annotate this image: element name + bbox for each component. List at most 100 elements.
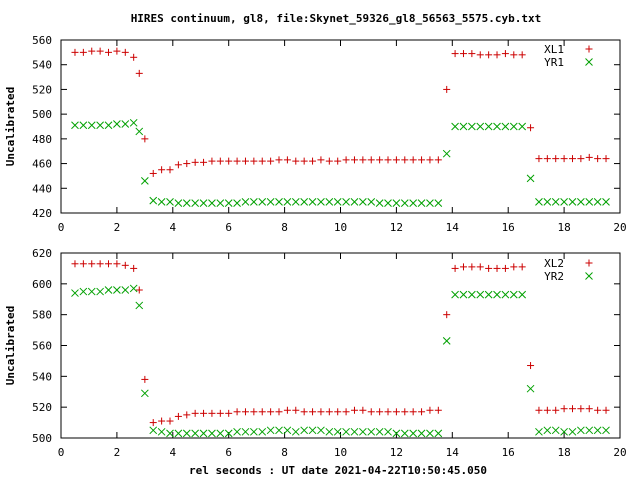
y-tick-label: 500 <box>32 432 52 445</box>
data-point-stroke <box>350 198 359 206</box>
data-point <box>442 337 451 345</box>
data-point <box>166 417 174 425</box>
data-point-stroke <box>149 196 158 205</box>
data-point-stroke <box>409 429 418 438</box>
data-point-stroke <box>560 427 568 436</box>
data-point-stroke <box>476 122 485 131</box>
data-point <box>250 198 258 206</box>
data-point-stroke <box>258 427 267 436</box>
data-point-stroke <box>602 426 610 435</box>
data-point-stroke <box>392 429 401 438</box>
data-point <box>476 290 485 299</box>
data-point-stroke <box>518 290 527 299</box>
data-point <box>552 406 560 414</box>
data-point <box>334 408 342 416</box>
data-point <box>300 408 308 416</box>
data-point <box>409 408 417 416</box>
y-tick-label: 420 <box>32 207 52 220</box>
data-point-stroke <box>191 199 200 207</box>
data-point <box>602 155 610 163</box>
data-point-stroke <box>333 198 342 206</box>
data-point <box>140 177 149 185</box>
data-point <box>121 261 129 269</box>
data-point-stroke <box>400 429 409 438</box>
data-point <box>149 169 157 177</box>
data-point-stroke <box>518 122 527 131</box>
data-point <box>468 50 476 58</box>
data-point-stroke <box>593 198 602 206</box>
y-tick-label: 440 <box>32 182 52 195</box>
data-point <box>258 157 266 165</box>
data-point-stroke <box>166 429 174 438</box>
data-point <box>325 427 334 436</box>
data-point <box>518 263 526 271</box>
data-point <box>135 127 144 136</box>
data-point <box>174 199 183 207</box>
data-point-stroke <box>182 429 191 438</box>
data-point-stroke <box>585 198 594 206</box>
data-point <box>376 156 384 164</box>
x-tick-label: 18 <box>557 446 570 459</box>
top-panel: 420 440 460 480 500 520 540 560 0 2 4 6 8 10 12 14 16 18 2… <box>4 34 627 234</box>
data-point-stroke <box>79 121 88 130</box>
data-point <box>300 198 309 206</box>
data-point-stroke <box>568 198 577 206</box>
data-point <box>535 198 543 206</box>
data-point <box>409 156 417 164</box>
data-point <box>174 161 182 169</box>
data-point <box>88 260 96 268</box>
data-point <box>233 408 241 416</box>
data-point <box>96 47 104 55</box>
data-point <box>518 122 527 131</box>
x-tick-label: 10 <box>334 446 347 459</box>
data-point <box>594 406 602 414</box>
data-point-stroke <box>266 198 275 206</box>
data-point-stroke <box>468 290 476 299</box>
data-point-stroke <box>434 429 443 438</box>
data-point-stroke <box>291 427 300 436</box>
data-point <box>484 122 493 131</box>
data-point <box>183 160 191 168</box>
data-point <box>225 409 233 417</box>
data-point <box>333 198 342 206</box>
data-point <box>451 290 459 299</box>
data-point <box>283 406 291 414</box>
data-point <box>551 198 560 206</box>
data-point <box>434 406 442 414</box>
data-point-stroke <box>71 121 79 130</box>
data-point <box>493 51 501 59</box>
x-tick-label: 20 <box>613 446 626 459</box>
data-point <box>104 121 113 130</box>
data-point <box>216 157 224 165</box>
data-point <box>426 406 434 414</box>
data-point <box>535 427 543 436</box>
data-point-stroke <box>208 429 216 438</box>
data-point <box>241 408 249 416</box>
data-point <box>250 157 258 165</box>
data-point-stroke <box>224 429 233 438</box>
data-point-stroke <box>426 429 434 438</box>
data-point-stroke <box>359 198 367 206</box>
data-point-stroke <box>283 426 292 435</box>
y-tick-label: 560 <box>32 34 52 47</box>
data-point <box>113 260 121 268</box>
data-point <box>157 198 166 206</box>
data-point <box>130 53 138 61</box>
y-tick-label: 480 <box>32 133 52 146</box>
data-point <box>552 155 560 163</box>
data-point <box>113 47 121 55</box>
data-point <box>392 156 400 164</box>
data-point <box>585 426 594 435</box>
data-point-stroke <box>129 284 138 293</box>
data-point <box>166 429 174 438</box>
data-point <box>401 156 409 164</box>
data-point <box>141 135 149 143</box>
data-point-stroke <box>501 122 510 131</box>
data-point <box>317 156 325 164</box>
data-point <box>350 427 359 436</box>
data-point <box>493 290 501 299</box>
data-point <box>71 289 79 297</box>
data-point <box>459 263 467 271</box>
data-point <box>527 362 535 370</box>
data-point <box>308 426 317 435</box>
